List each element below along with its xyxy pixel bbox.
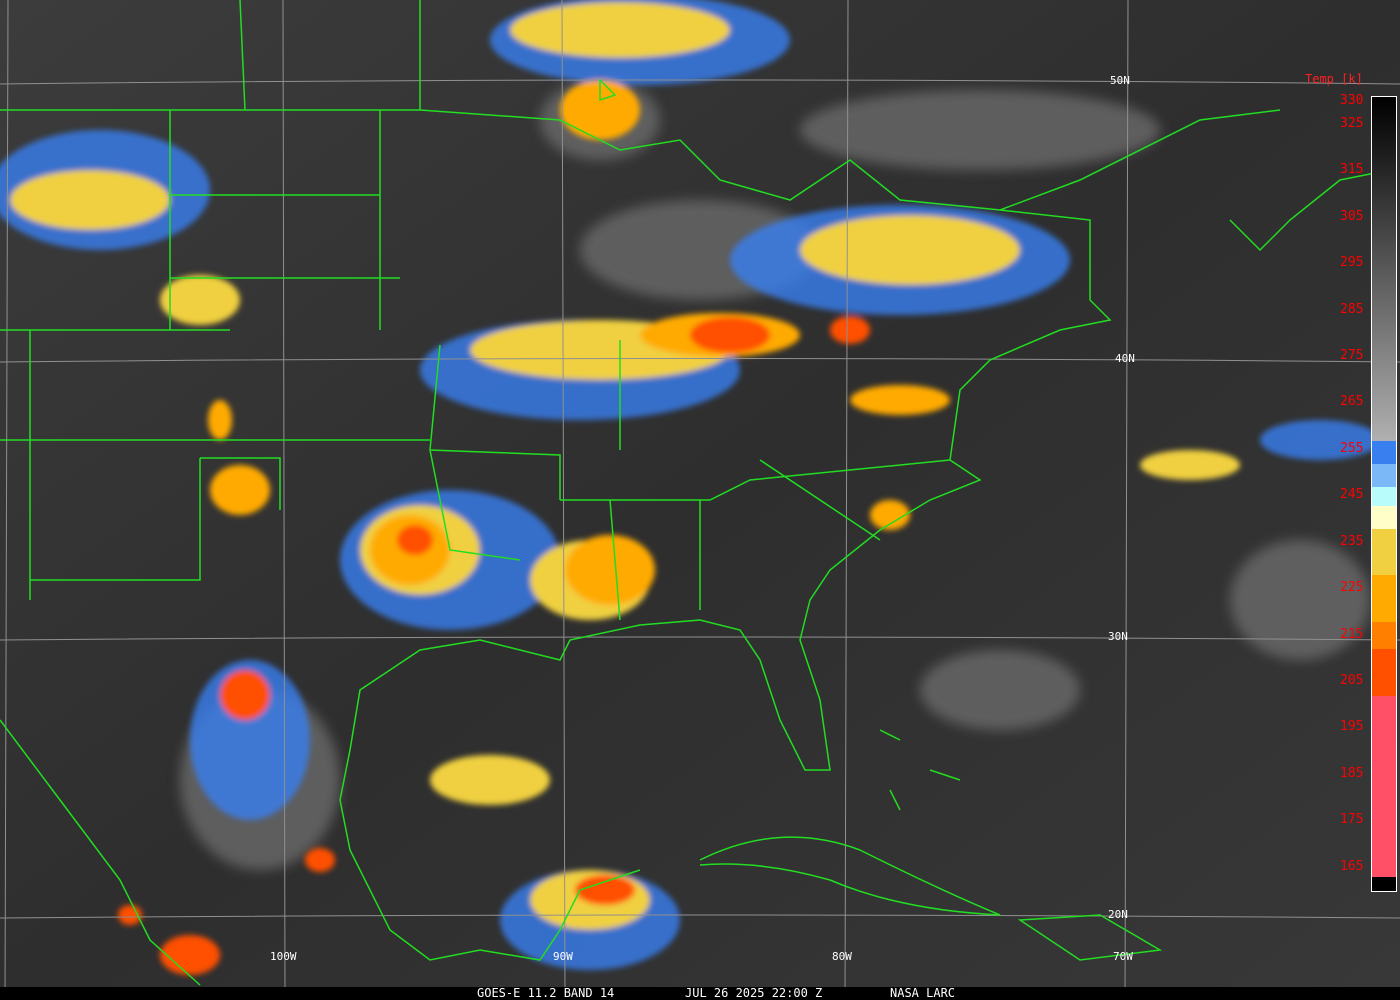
colorbar-segment [1372, 695, 1396, 877]
colorbar-label: 315 [1340, 162, 1364, 178]
colorbar-segment [1372, 876, 1396, 891]
colorbar-segment [1372, 487, 1396, 506]
lat-label-20n: 20N [1108, 908, 1128, 921]
political-boundaries [0, 0, 1391, 986]
caption-satellite: GOES-E 11.2 BAND 14 [477, 986, 615, 1000]
colorbar-title: Temp [k] [1305, 72, 1363, 86]
colorbar-label: 265 [1340, 394, 1364, 410]
colorbar-segment [1372, 97, 1396, 441]
colorbar-label: 195 [1340, 719, 1364, 735]
lat-label-50n: 50N [1110, 74, 1130, 87]
lat-label-30n: 30N [1108, 630, 1128, 643]
colorbar-segment [1372, 505, 1396, 529]
colorbar-label: 235 [1340, 533, 1364, 549]
caption-datetime: JUL 26 2025 22:00 Z [685, 986, 823, 1000]
colorbar-label: 205 [1340, 673, 1364, 689]
colorbar-label: 330 [1340, 92, 1364, 108]
colorbar-segment [1372, 528, 1396, 576]
colorbar-label: 165 [1340, 858, 1364, 874]
colorbar-label: 185 [1340, 765, 1364, 781]
temperature-colorbar [1371, 96, 1397, 892]
colorbar-segment [1372, 575, 1396, 622]
colorbar-label: 245 [1340, 487, 1364, 503]
lon-label-90w: 90W [553, 950, 573, 963]
lon-label-100w: 100W [270, 950, 297, 963]
cold-cloud-tops [0, 0, 1380, 975]
colorbar-label: 225 [1340, 580, 1364, 596]
colorbar-label: 275 [1340, 348, 1364, 364]
colorbar-label: 285 [1340, 301, 1364, 317]
colorbar-label: 325 [1340, 115, 1364, 131]
lon-label-70w: 70W [1113, 950, 1133, 963]
colorbar-label: 255 [1340, 440, 1364, 456]
lon-label-80w: 80W [832, 950, 852, 963]
colorbar-segment [1372, 463, 1396, 487]
colorbar-label: 175 [1340, 812, 1364, 828]
colorbar-segment [1372, 649, 1396, 696]
colorbar-segment [1372, 440, 1396, 464]
caption-source: NASA LARC [890, 986, 956, 1000]
colorbar-segment [1372, 621, 1396, 650]
image-caption: GOES-E 11.2 BAND 14 JUL 26 2025 22:00 Z … [0, 987, 1400, 1000]
lat-label-40n: 40N [1115, 352, 1135, 365]
colorbar-label: 295 [1340, 255, 1364, 271]
colorbar-label: 215 [1340, 626, 1364, 642]
colorbar-label: 305 [1340, 208, 1364, 224]
